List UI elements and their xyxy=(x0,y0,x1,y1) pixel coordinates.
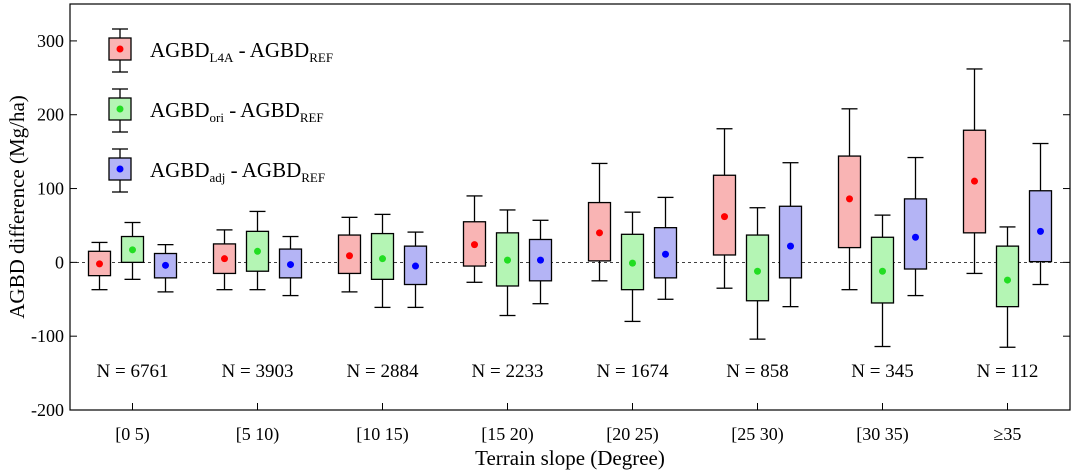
box-mean-point xyxy=(96,260,103,268)
legend-subscript: REF xyxy=(301,170,325,185)
legend-subscript: L4A xyxy=(210,50,234,65)
x-tick-label: [5 10) xyxy=(236,424,280,445)
sample-count-layer: N = 6761 N = 3903 N = 2884 N = 2233 N = 1674… xyxy=(97,361,1039,382)
x-tick-label: [30 35) xyxy=(856,424,909,445)
box-mean-point xyxy=(346,252,353,260)
box-mean-point xyxy=(629,259,636,267)
box-mean-point xyxy=(846,195,853,203)
sample-count-label: N = 345 xyxy=(851,361,913,382)
box-body xyxy=(778,205,803,279)
box-mean-point xyxy=(379,255,386,263)
legend-label: AGBDadj - AGBDREF xyxy=(150,158,325,185)
legend-mean-point xyxy=(116,105,124,113)
box-mean-point xyxy=(129,246,136,254)
box-mean-point xyxy=(1004,276,1011,284)
axes-layer: -200 -100 0 100 200 300 [0 5) [5 10) [10 15) [15 … xyxy=(31,31,1070,445)
box-mean-point xyxy=(287,261,294,269)
plot-area-frame xyxy=(69,3,1071,411)
box-mean-point xyxy=(754,267,761,275)
box-mean-point xyxy=(412,262,419,270)
legend-text-part: AGBD xyxy=(150,158,210,182)
box-body xyxy=(995,245,1020,308)
sample-count-label: N = 3903 xyxy=(222,361,294,382)
legend-label: AGBDL4A - AGBDREF xyxy=(150,38,333,65)
x-tick-label: ≥35 xyxy=(994,424,1022,444)
legend-text-part: - AGBD xyxy=(224,98,300,122)
sample-count-label: N = 2233 xyxy=(472,361,544,382)
y-tick-label: 100 xyxy=(37,179,64,199)
legend-subscript: ori xyxy=(210,110,225,125)
sample-count-label: N = 6761 xyxy=(97,361,169,382)
x-axis-title: Terrain slope (Degree) xyxy=(475,446,665,470)
box-mean-point xyxy=(254,247,261,255)
box-mean-point xyxy=(662,250,669,258)
box-mean-point xyxy=(1037,227,1044,235)
box-mean-point xyxy=(162,261,169,269)
sample-count-label: N = 112 xyxy=(977,361,1039,382)
sample-count-label: N = 858 xyxy=(726,361,788,382)
x-tick-label: [0 5) xyxy=(115,424,150,445)
legend-mean-point xyxy=(116,165,124,173)
y-tick-label: 200 xyxy=(37,105,64,125)
legend-text-part: AGBD xyxy=(150,98,210,122)
y-tick-label: -200 xyxy=(31,400,64,420)
box-mean-point xyxy=(471,241,478,249)
y-tick-label: -100 xyxy=(31,326,64,346)
sample-count-label: N = 1674 xyxy=(597,361,669,382)
x-tick-label: [10 15) xyxy=(356,424,409,445)
legend-subscript: REF xyxy=(300,110,324,125)
legend-label: AGBDori - AGBDREF xyxy=(150,98,324,125)
box-mean-point xyxy=(221,255,228,263)
legend-subscript: adj xyxy=(210,170,226,185)
y-axis-title: AGBD difference (Mg/ha) xyxy=(5,95,29,319)
box-mean-point xyxy=(504,256,511,264)
legend-subscript: REF xyxy=(309,50,333,65)
box-body xyxy=(1028,190,1053,263)
y-tick-label: 300 xyxy=(37,31,64,51)
x-tick-label: [20 25) xyxy=(606,424,659,445)
x-tick-label: [15 20) xyxy=(481,424,534,445)
y-tick-label: 0 xyxy=(55,252,64,272)
box-mean-point xyxy=(971,177,978,185)
legend-text-part: AGBD xyxy=(150,38,210,62)
legend-text-part: - AGBD xyxy=(233,38,309,62)
legend-text-part: - AGBD xyxy=(225,158,301,182)
box-mean-point xyxy=(537,256,544,264)
x-tick-label: [25 30) xyxy=(731,424,784,445)
boxes-layer xyxy=(87,68,1053,348)
box-mean-point xyxy=(787,242,794,250)
box-mean-point xyxy=(879,267,886,275)
box-mean-point xyxy=(721,213,728,221)
box-mean-point xyxy=(596,229,603,237)
box-mean-point xyxy=(912,233,919,241)
legend-mean-point xyxy=(116,45,124,53)
sample-count-label: N = 2884 xyxy=(347,361,419,382)
